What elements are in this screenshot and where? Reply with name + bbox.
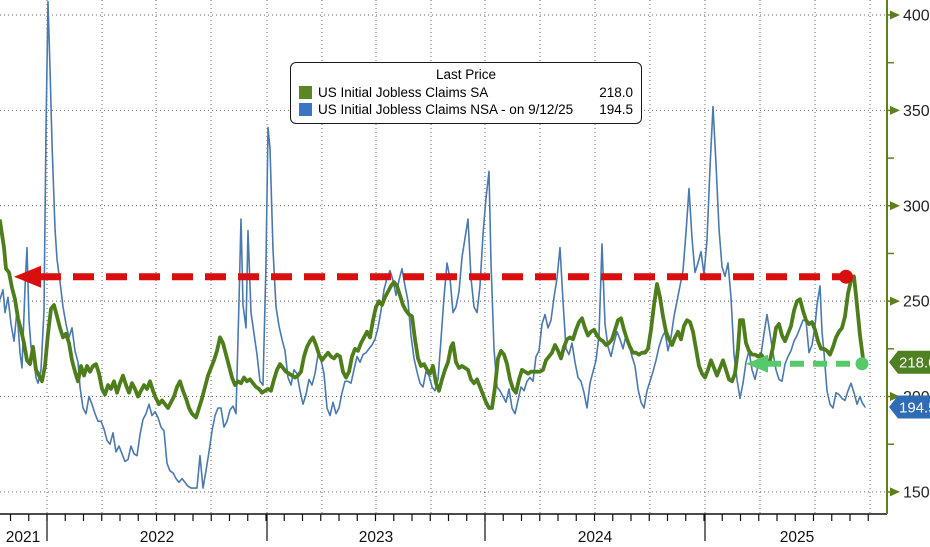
y-tick-label: 400 (903, 8, 930, 25)
y-tick-arrow-icon (890, 105, 900, 115)
nsa-series-value: 194.5 (599, 102, 633, 117)
y-tick-arrow-icon (890, 201, 900, 211)
legend-row-sa: US Initial Jobless Claims SA 218.0 (299, 84, 633, 101)
sa-price-badge (889, 350, 930, 374)
y-tick-arrow-icon (890, 487, 900, 497)
green-left-arrowhead-icon (746, 354, 768, 373)
y-tick-label: 150 (903, 484, 930, 501)
y-tick-label: 350 (903, 103, 930, 120)
x-year-label: 2022 (140, 529, 174, 546)
green-endpoint-dot (855, 357, 869, 371)
y-tick-label: 250 (903, 294, 930, 311)
nsa-line (0, 0, 866, 489)
x-year-label: 2025 (780, 529, 814, 546)
x-year-label: 2024 (578, 529, 613, 546)
legend-row-nsa: US Initial Jobless Claims NSA - on 9/12/… (299, 101, 633, 118)
y-tick-arrow-icon (890, 392, 900, 402)
nsa-series-swatch-icon (299, 103, 312, 116)
sa-line (0, 219, 867, 420)
nsa-price-badge (889, 395, 930, 419)
price-badge-value: 218.0 (899, 355, 930, 372)
y-tick-label: 300 (903, 198, 930, 215)
x-year-label: 2023 (359, 529, 393, 546)
price-badge-value: 194.5 (899, 400, 930, 417)
legend-title: Last Price (435, 67, 497, 82)
nsa-series-label: US Initial Jobless Claims NSA - on 9/12/… (318, 102, 574, 117)
red-left-arrowhead-icon (14, 265, 41, 288)
sa-series-label: US Initial Jobless Claims SA (318, 85, 489, 100)
y-tick-arrow-icon (890, 10, 900, 20)
x-year-label: 2021 (6, 529, 40, 546)
sa-series-swatch-icon (299, 86, 312, 99)
legend-box[interactable]: Last Price US Initial Jobless Claims SA … (290, 62, 642, 124)
red-origin-dot (839, 269, 853, 284)
y-tick-arrow-icon (890, 296, 900, 306)
sa-series-value: 218.0 (599, 85, 633, 100)
